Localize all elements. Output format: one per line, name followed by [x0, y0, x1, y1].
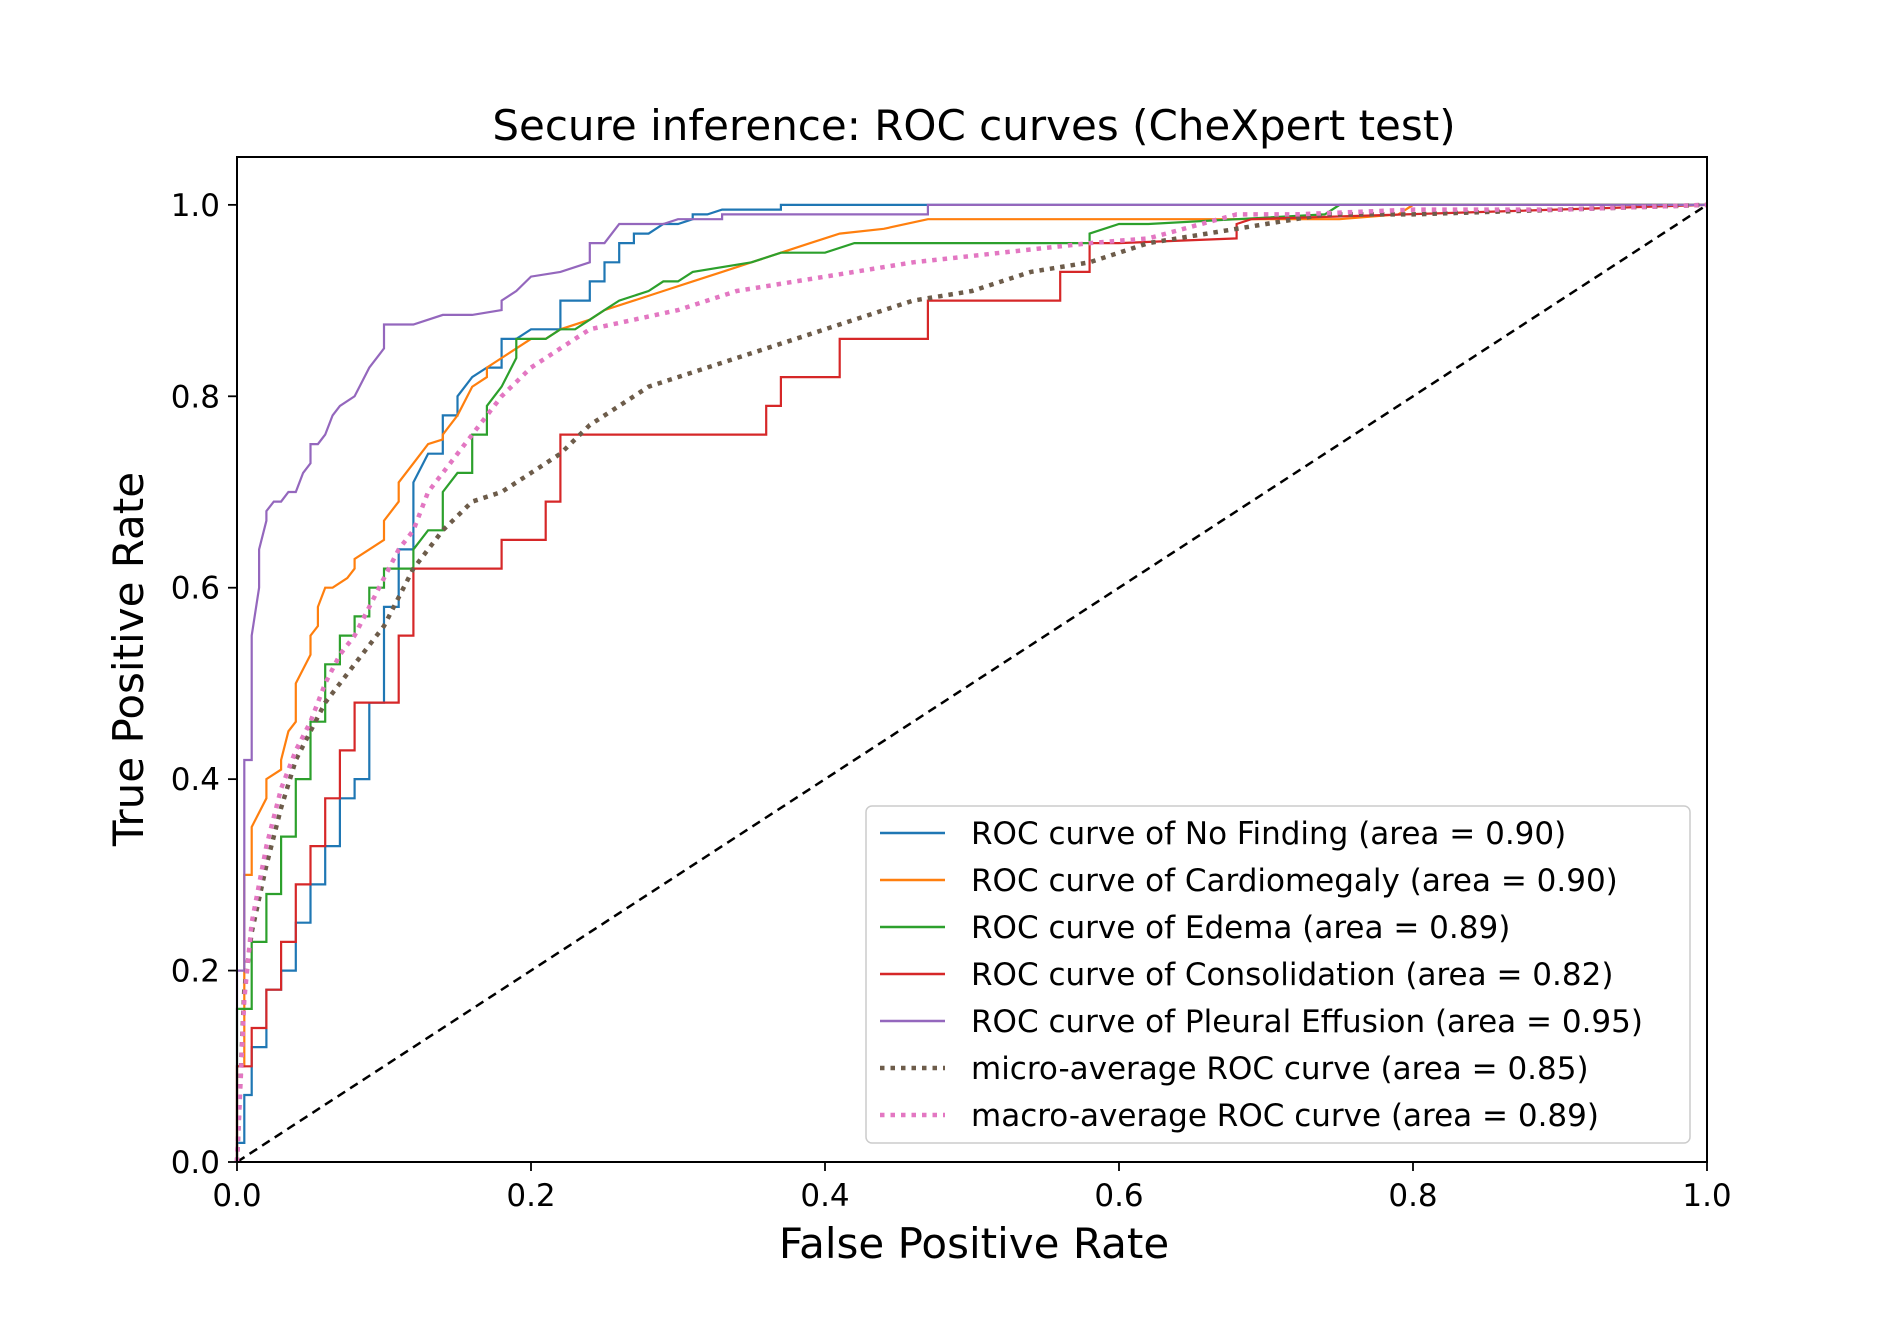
series-line-roc-curve-of-edema	[235, 203, 1707, 1162]
legend-label-micro-average-roc-curve: micro-average ROC curve (area = 0.85)	[971, 1051, 1589, 1087]
x-tick-label: 0.2	[506, 1178, 555, 1214]
x-axis: 0.0 0.2 0.4 0.6 0.8 1.0	[212, 1162, 1732, 1214]
chart-title: Secure inference: ROC curves (CheXpert t…	[492, 101, 1455, 150]
legend-box	[865, 805, 1691, 1144]
y-axis-label: True Positive Rate	[104, 472, 153, 847]
legend-label-roc-curve-of-cardiomegaly: ROC curve of Cardiomegaly (area = 0.90)	[971, 863, 1618, 899]
y-tick-label: 0.8	[171, 379, 220, 415]
legend-label-roc-curve-of-no-finding: ROC curve of No Finding (area = 0.90)	[971, 816, 1566, 852]
legend-label-roc-curve-of-pleural-effusion: ROC curve of Pleural Effusion (area = 0.…	[971, 1004, 1643, 1040]
y-tick-label: 0.6	[171, 571, 220, 607]
baseline-diagonal	[236, 203, 1708, 1164]
series-line-roc-curve-of-cardiomegaly	[235, 203, 1707, 1162]
y-axis: 0.0 0.2 0.4 0.6 0.8 1.0	[171, 188, 237, 1181]
y-tick-label: 0.0	[171, 1145, 220, 1181]
x-tick-label: 0.4	[800, 1178, 849, 1214]
legend: ROC curve of No Finding (area = 0.90) ROC…	[865, 805, 1691, 1144]
series-line-macro-average-roc-curve	[234, 202, 1708, 1163]
legend-label-roc-curve-of-edema: ROC curve of Edema (area = 0.89)	[971, 910, 1510, 946]
y-tick-label: 1.0	[171, 188, 220, 224]
y-tick-label: 0.4	[171, 762, 220, 798]
series-line-roc-curve-of-pleural-effusion	[235, 203, 1707, 1162]
series-line-roc-curve-of-no-finding	[235, 203, 1707, 1162]
plot-frame	[236, 156, 1708, 1163]
plot-area	[234, 202, 1708, 1164]
x-tick-label: 0.6	[1094, 1178, 1143, 1214]
legend-label-macro-average-roc-curve: macro-average ROC curve (area = 0.89)	[971, 1098, 1599, 1134]
y-tick-label: 0.2	[171, 954, 220, 990]
x-tick-label: 0.8	[1388, 1178, 1437, 1214]
legend-label-roc-curve-of-consolidation: ROC curve of Consolidation (area = 0.82)	[971, 957, 1613, 993]
series-line-micro-average-roc-curve	[234, 202, 1708, 1163]
x-axis-label: False Positive Rate	[779, 1219, 1169, 1268]
x-tick-label: 0.0	[212, 1178, 261, 1214]
x-tick-label: 1.0	[1682, 1178, 1731, 1214]
